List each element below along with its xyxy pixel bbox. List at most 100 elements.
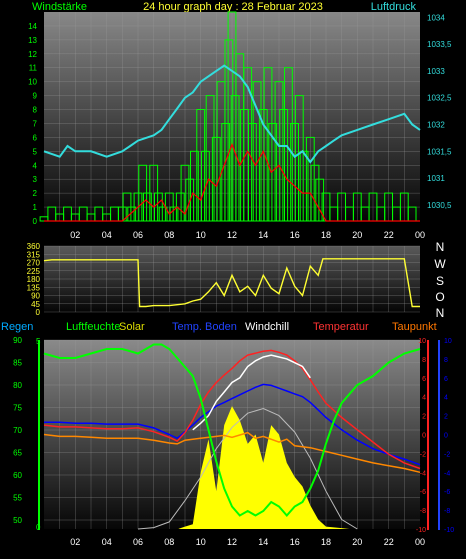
x-tick-label: 18 bbox=[321, 230, 331, 240]
wind-y-tick: 1 bbox=[33, 203, 38, 212]
direction-y-tick: 270 bbox=[27, 259, 41, 268]
wind-bar bbox=[205, 95, 215, 222]
wind-bar bbox=[310, 164, 320, 222]
wind-y-tick: 12 bbox=[28, 50, 37, 59]
compass-label: O bbox=[435, 290, 444, 304]
x-tick-label: 02 bbox=[70, 230, 80, 240]
humidity-y-tick: 85 bbox=[13, 359, 22, 368]
temp-y-tick: -8 bbox=[420, 508, 426, 515]
wind-direction-line bbox=[43, 258, 420, 308]
temp-y-tick: 8 bbox=[422, 357, 426, 364]
x-tick-label: 04 bbox=[102, 230, 112, 240]
chart-title: 24 hour graph day : 28 Februar 2023 bbox=[143, 1, 323, 13]
compass-label: S bbox=[436, 274, 444, 288]
wind-bar bbox=[294, 95, 304, 222]
direction-y-tick: 225 bbox=[27, 267, 41, 276]
direction-y-tick: 360 bbox=[27, 242, 41, 251]
direction-y-tick: 135 bbox=[27, 283, 41, 292]
pressure-y-tick: 1034 bbox=[427, 13, 445, 22]
x-tick-label: 20 bbox=[352, 537, 362, 547]
pressure-y-tick: 1032,5 bbox=[427, 94, 452, 103]
humidity-y-tick: 60 bbox=[13, 471, 22, 480]
x-tick-label: 08 bbox=[164, 537, 174, 547]
direction-y-tick: 45 bbox=[31, 300, 40, 309]
humidity-y-tick: 80 bbox=[13, 381, 22, 390]
wind-bar bbox=[279, 109, 289, 222]
temperature-line bbox=[43, 349, 421, 470]
x-tick-label: 08 bbox=[164, 230, 174, 240]
wind-y-tick: 14 bbox=[28, 22, 37, 31]
x-tick-label: 14 bbox=[258, 537, 268, 547]
legend-temperature: Temperatur bbox=[313, 321, 369, 333]
wind-y-tick: 13 bbox=[28, 36, 37, 45]
wind-bar bbox=[274, 81, 284, 222]
wind-bar bbox=[158, 206, 168, 222]
humidity-y-tick: 65 bbox=[13, 449, 22, 458]
wind-bar bbox=[143, 192, 152, 222]
humidity-y-tick: 70 bbox=[13, 426, 22, 435]
x-tick-label: 10 bbox=[196, 230, 206, 240]
humidity-y-tick: 50 bbox=[13, 516, 22, 525]
legend-rain: Regen bbox=[1, 321, 33, 333]
compass-labels: N W S O N bbox=[434, 240, 446, 320]
theoretical-solar-line bbox=[137, 407, 358, 530]
pressure-y-tick: 1033 bbox=[427, 67, 445, 76]
dewpoint-line bbox=[43, 431, 421, 474]
humidity-line bbox=[43, 343, 421, 518]
wind-bar bbox=[290, 123, 300, 222]
wind-bar bbox=[185, 178, 195, 222]
legend-dewpoint: Taupunkt bbox=[392, 321, 437, 333]
legend-windchill: Windchill bbox=[245, 321, 289, 333]
wind-bar bbox=[248, 123, 257, 222]
wind-y-tick: 9 bbox=[33, 92, 38, 101]
x-tick-label: 10 bbox=[196, 537, 206, 547]
temp-y-tick: 6 bbox=[422, 376, 426, 383]
legend: Regen Luftfeuchte Solar Temp. Boden Wind… bbox=[1, 321, 437, 333]
wind-axis-label: Windstärke bbox=[32, 1, 87, 13]
wind-y-tick: 7 bbox=[33, 120, 38, 129]
wind-bar bbox=[196, 109, 206, 222]
temp-y-tick: 0 bbox=[422, 433, 426, 440]
x-tick-label: 02 bbox=[70, 537, 80, 547]
soil-y-tick: 2 bbox=[444, 414, 448, 421]
wind-bar bbox=[211, 136, 221, 222]
pressure-y-tick: 1031 bbox=[427, 174, 445, 183]
axis-labels: 012345678910111213141030,510311031,51032… bbox=[13, 13, 454, 547]
temp-y-tick: -10 bbox=[416, 527, 426, 534]
soil-temperature-line bbox=[44, 383, 421, 466]
temp-y-tick: -2 bbox=[420, 451, 426, 458]
wind-y-tick: 0 bbox=[33, 217, 38, 226]
direction-y-tick: 90 bbox=[31, 292, 40, 301]
direction-panel-grid bbox=[44, 245, 420, 313]
legend-soil: Temp. Boden bbox=[172, 321, 237, 333]
x-tick-label: 06 bbox=[133, 537, 143, 547]
soil-y-tick: -6 bbox=[444, 489, 450, 496]
soil-y-tick: -4 bbox=[444, 470, 450, 477]
wind-bar bbox=[230, 95, 240, 222]
x-tick-label: 22 bbox=[384, 537, 394, 547]
temp-y-tick: 10 bbox=[418, 338, 426, 345]
rain-axis-bottom: 0 bbox=[36, 523, 41, 532]
wind-y-tick: 11 bbox=[29, 64, 38, 73]
x-tick-label: 06 bbox=[133, 230, 143, 240]
humidity-y-tick: 55 bbox=[13, 494, 22, 503]
x-tick-label: 12 bbox=[227, 537, 237, 547]
wind-panel-grid bbox=[44, 12, 420, 222]
wind-bar bbox=[133, 192, 143, 222]
wind-y-tick: 10 bbox=[28, 78, 37, 87]
soil-y-tick: -10 bbox=[444, 527, 454, 534]
wind-bar bbox=[258, 109, 268, 222]
x-tick-label: 04 bbox=[102, 537, 112, 547]
humidity-y-tick: 90 bbox=[13, 336, 22, 345]
direction-y-tick: 315 bbox=[27, 250, 41, 259]
soil-y-tick: 6 bbox=[444, 376, 448, 383]
x-tick-label: 22 bbox=[384, 230, 394, 240]
pressure-y-tick: 1032 bbox=[427, 121, 445, 130]
x-tick-label: 16 bbox=[290, 230, 300, 240]
rain-axis-top: 5 bbox=[36, 337, 41, 346]
temp-axis-stripe bbox=[427, 340, 429, 530]
wind-bar bbox=[305, 136, 315, 222]
windchill-line bbox=[192, 354, 311, 431]
